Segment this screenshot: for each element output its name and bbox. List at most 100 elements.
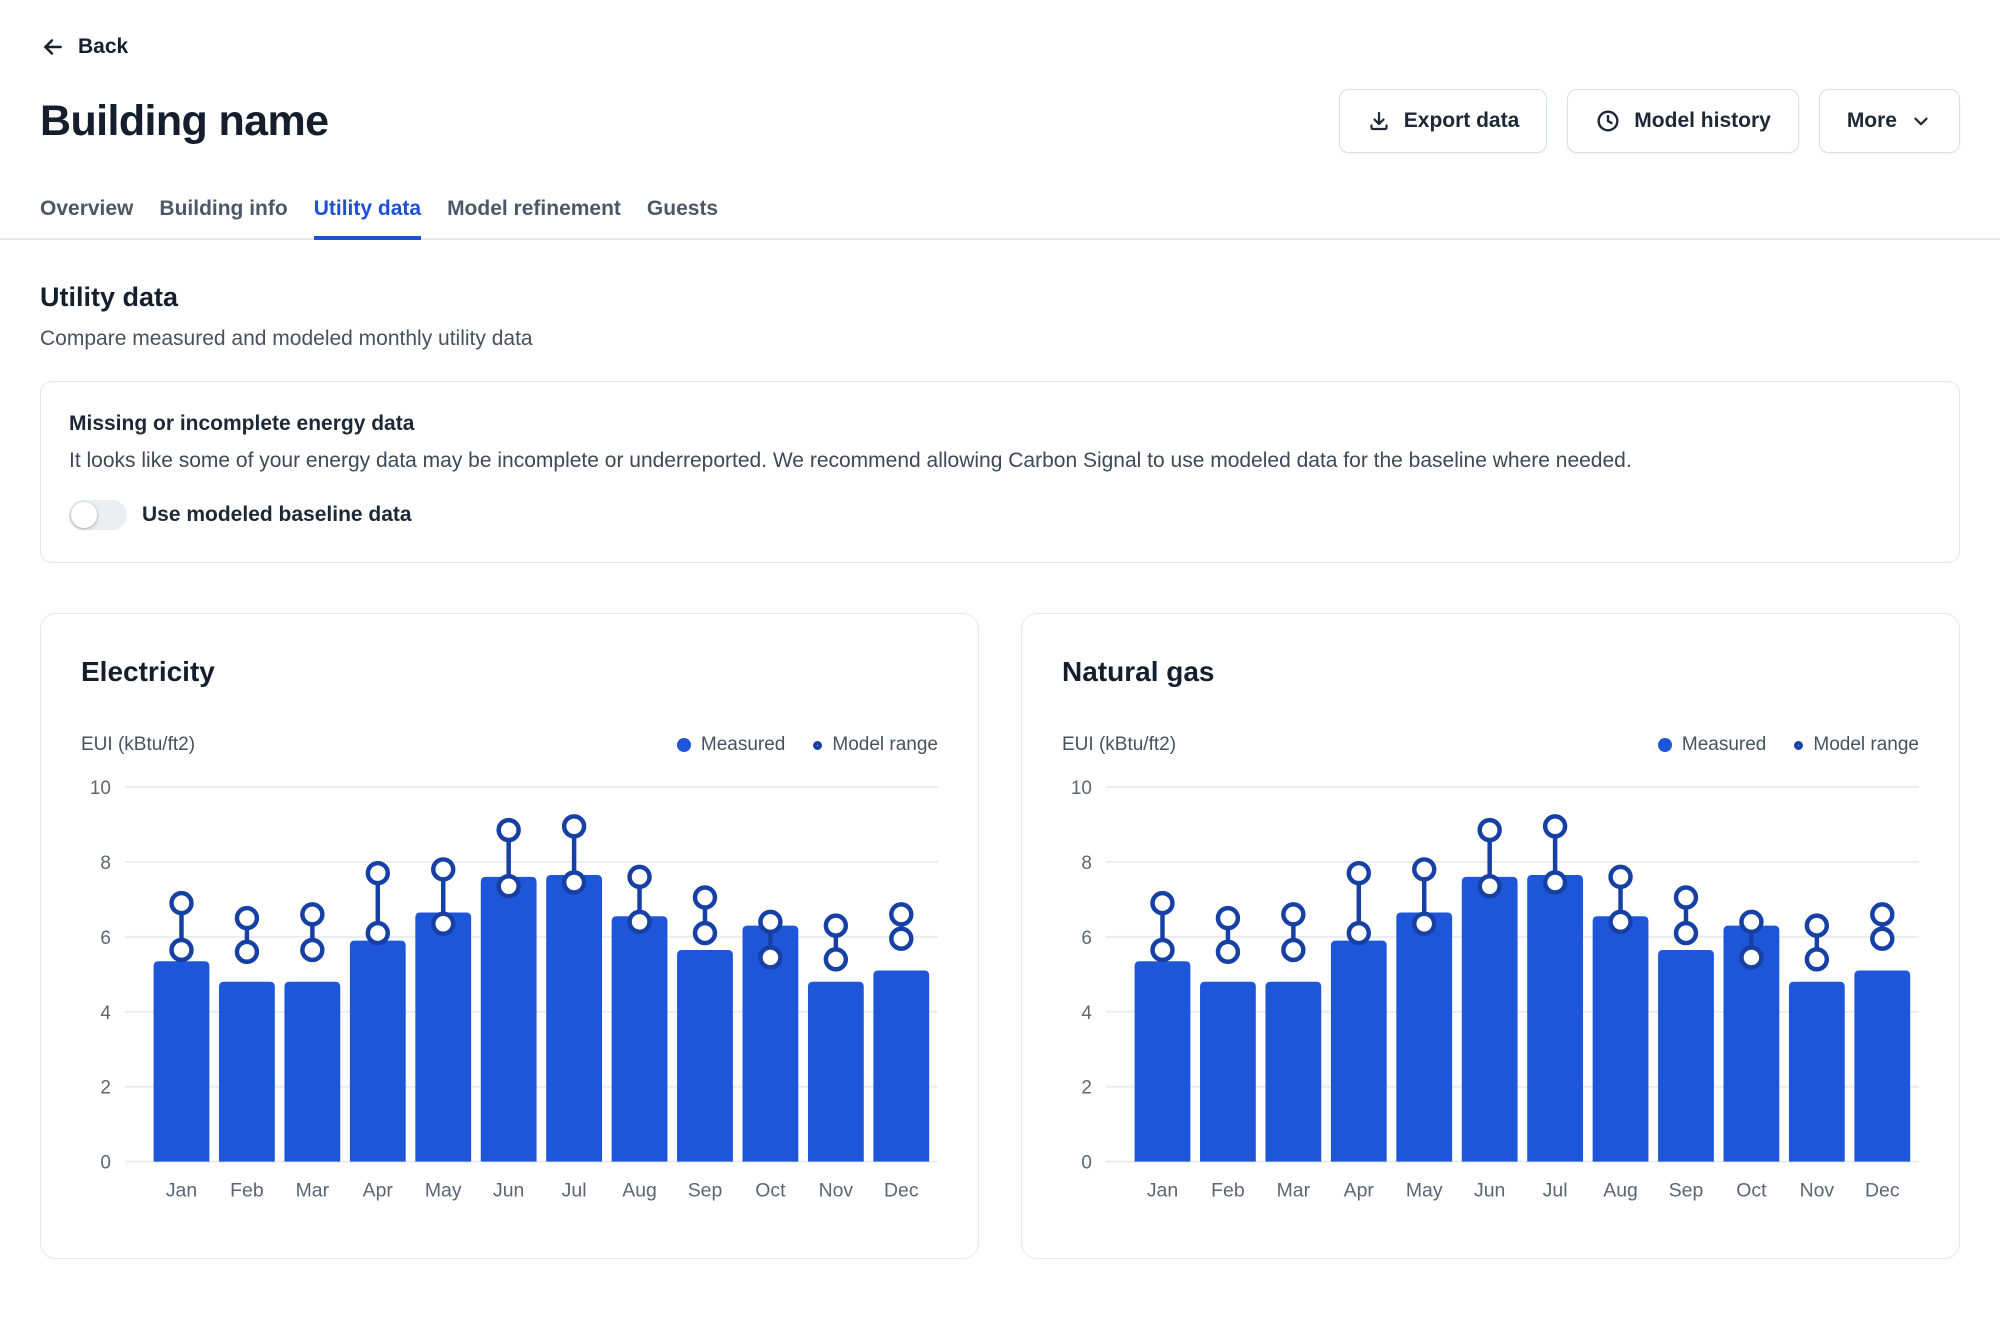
model-range-ring-icon	[1794, 741, 1803, 750]
bar-dec	[873, 971, 929, 1162]
tab-overview[interactable]: Overview	[40, 197, 133, 240]
x-tick-jun: Jun	[1474, 1180, 1505, 1202]
chevron-down-icon	[1910, 110, 1932, 132]
model-range-may	[433, 859, 453, 933]
x-tick-jan: Jan	[166, 1180, 197, 1202]
x-tick-apr: Apr	[1344, 1180, 1375, 1202]
x-tick-aug: Aug	[1603, 1180, 1638, 1202]
legend-measured-label: Measured	[701, 734, 786, 756]
chart-svg: 0246810JanFebMarAprMayJunJulAugSepOctNov…	[1062, 778, 1919, 1208]
bar-jun	[1462, 877, 1518, 1162]
y-tick-6: 6	[100, 928, 111, 949]
x-tick-apr: Apr	[363, 1180, 394, 1202]
model-range-mar	[1283, 904, 1303, 960]
bar-feb	[1200, 982, 1256, 1162]
model-range-apr	[1349, 863, 1369, 943]
section-title: Utility data	[40, 282, 1960, 313]
x-tick-jul: Jul	[562, 1180, 587, 1202]
x-tick-sep: Sep	[1669, 1180, 1704, 1202]
model-range-nov	[1807, 916, 1827, 970]
electricity-card-title: Electricity	[81, 656, 938, 688]
legend-item-model-range: Model range	[1794, 734, 1919, 756]
bar-aug	[1593, 916, 1649, 1161]
y-tick-4: 4	[100, 1003, 111, 1024]
x-tick-nov: Nov	[1800, 1180, 1835, 1202]
model-range-sep	[1676, 888, 1696, 944]
y-axis-unit-label: EUI (kBtu/ft2)	[81, 734, 195, 756]
y-axis-unit-label: EUI (kBtu/ft2)	[1062, 734, 1176, 756]
toggle-row: Use modeled baseline data	[69, 500, 1931, 530]
x-tick-sep: Sep	[688, 1180, 723, 1202]
x-tick-may: May	[1406, 1180, 1443, 1202]
x-tick-dec: Dec	[884, 1180, 919, 1202]
electricity-chart: 0246810JanFebMarAprMayJunJulAugSepOctNov…	[81, 778, 938, 1208]
tab-guests[interactable]: Guests	[647, 197, 718, 240]
y-tick-2: 2	[100, 1078, 111, 1099]
x-tick-feb: Feb	[230, 1180, 263, 1202]
model-range-nov	[826, 916, 846, 970]
header-actions: Export data Model history More	[1339, 89, 1960, 153]
bar-jan	[1135, 961, 1191, 1161]
y-tick-0: 0	[100, 1153, 111, 1174]
x-tick-may: May	[425, 1180, 462, 1202]
bar-aug	[612, 916, 668, 1161]
export-data-button[interactable]: Export data	[1339, 89, 1548, 153]
toggle-label: Use modeled baseline data	[142, 503, 412, 527]
measured-dot-icon	[677, 738, 691, 752]
section-subtitle: Compare measured and modeled monthly uti…	[40, 327, 1960, 351]
model-range-feb	[1218, 908, 1238, 962]
tabs: Overview Building info Utility data Mode…	[40, 197, 1960, 238]
use-modeled-baseline-toggle[interactable]	[69, 500, 127, 530]
x-tick-jun: Jun	[493, 1180, 524, 1202]
bar-jan	[154, 961, 210, 1161]
x-tick-mar: Mar	[296, 1180, 330, 1202]
model-history-button[interactable]: Model history	[1567, 89, 1799, 153]
legend-measured-label: Measured	[1682, 734, 1767, 756]
tab-utility-data[interactable]: Utility data	[314, 197, 421, 240]
model-range-jan	[1153, 893, 1173, 960]
model-range-jun	[1480, 820, 1500, 896]
bar-jul	[1527, 875, 1583, 1162]
y-tick-8: 8	[100, 853, 111, 874]
charts-row: Electricity EUI (kBtu/ft2) Measured Mode…	[40, 613, 1960, 1259]
legend-item-measured: Measured	[677, 734, 786, 756]
bar-feb	[219, 982, 275, 1162]
y-tick-10: 10	[1071, 778, 1092, 799]
back-button[interactable]: Back	[40, 34, 128, 60]
tab-building-info[interactable]: Building info	[159, 197, 287, 240]
natural-gas-legend: Measured Model range	[1658, 734, 1919, 756]
back-row: Back	[40, 34, 1960, 65]
x-tick-nov: Nov	[819, 1180, 854, 1202]
bar-jul	[546, 875, 602, 1162]
alert-body: It looks like some of your energy data m…	[69, 449, 1931, 473]
model-range-ring-icon	[813, 741, 822, 750]
x-tick-mar: Mar	[1277, 1180, 1311, 1202]
export-data-label: Export data	[1404, 109, 1520, 133]
x-tick-dec: Dec	[1865, 1180, 1900, 1202]
legend-model-range-label: Model range	[1813, 734, 1919, 756]
more-button[interactable]: More	[1819, 89, 1960, 153]
x-tick-oct: Oct	[1736, 1180, 1767, 1202]
model-range-aug	[630, 867, 650, 932]
legend-item-model-range: Model range	[813, 734, 938, 756]
model-range-aug	[1611, 867, 1631, 932]
tab-model-refinement[interactable]: Model refinement	[447, 197, 621, 240]
model-range-dec	[891, 904, 911, 948]
model-range-jun	[499, 820, 519, 896]
natural-gas-card: Natural gas EUI (kBtu/ft2) Measured Mode…	[1021, 613, 1960, 1259]
natural-gas-chart: 0246810JanFebMarAprMayJunJulAugSepOctNov…	[1062, 778, 1919, 1208]
chart-svg: 0246810JanFebMarAprMayJunJulAugSepOctNov…	[81, 778, 938, 1208]
legend-model-range-label: Model range	[832, 734, 938, 756]
measured-dot-icon	[1658, 738, 1672, 752]
y-tick-10: 10	[90, 778, 111, 799]
clock-icon	[1595, 108, 1621, 134]
model-range-may	[1414, 859, 1434, 933]
x-tick-jul: Jul	[1543, 1180, 1568, 1202]
model-range-dec	[1872, 904, 1892, 948]
bar-may	[415, 912, 471, 1161]
tabs-bar: Overview Building info Utility data Mode…	[0, 197, 2000, 240]
bar-nov	[1789, 982, 1845, 1162]
natural-gas-chart-head: EUI (kBtu/ft2) Measured Model range	[1062, 734, 1919, 756]
y-tick-4: 4	[1081, 1003, 1092, 1024]
electricity-legend: Measured Model range	[677, 734, 938, 756]
